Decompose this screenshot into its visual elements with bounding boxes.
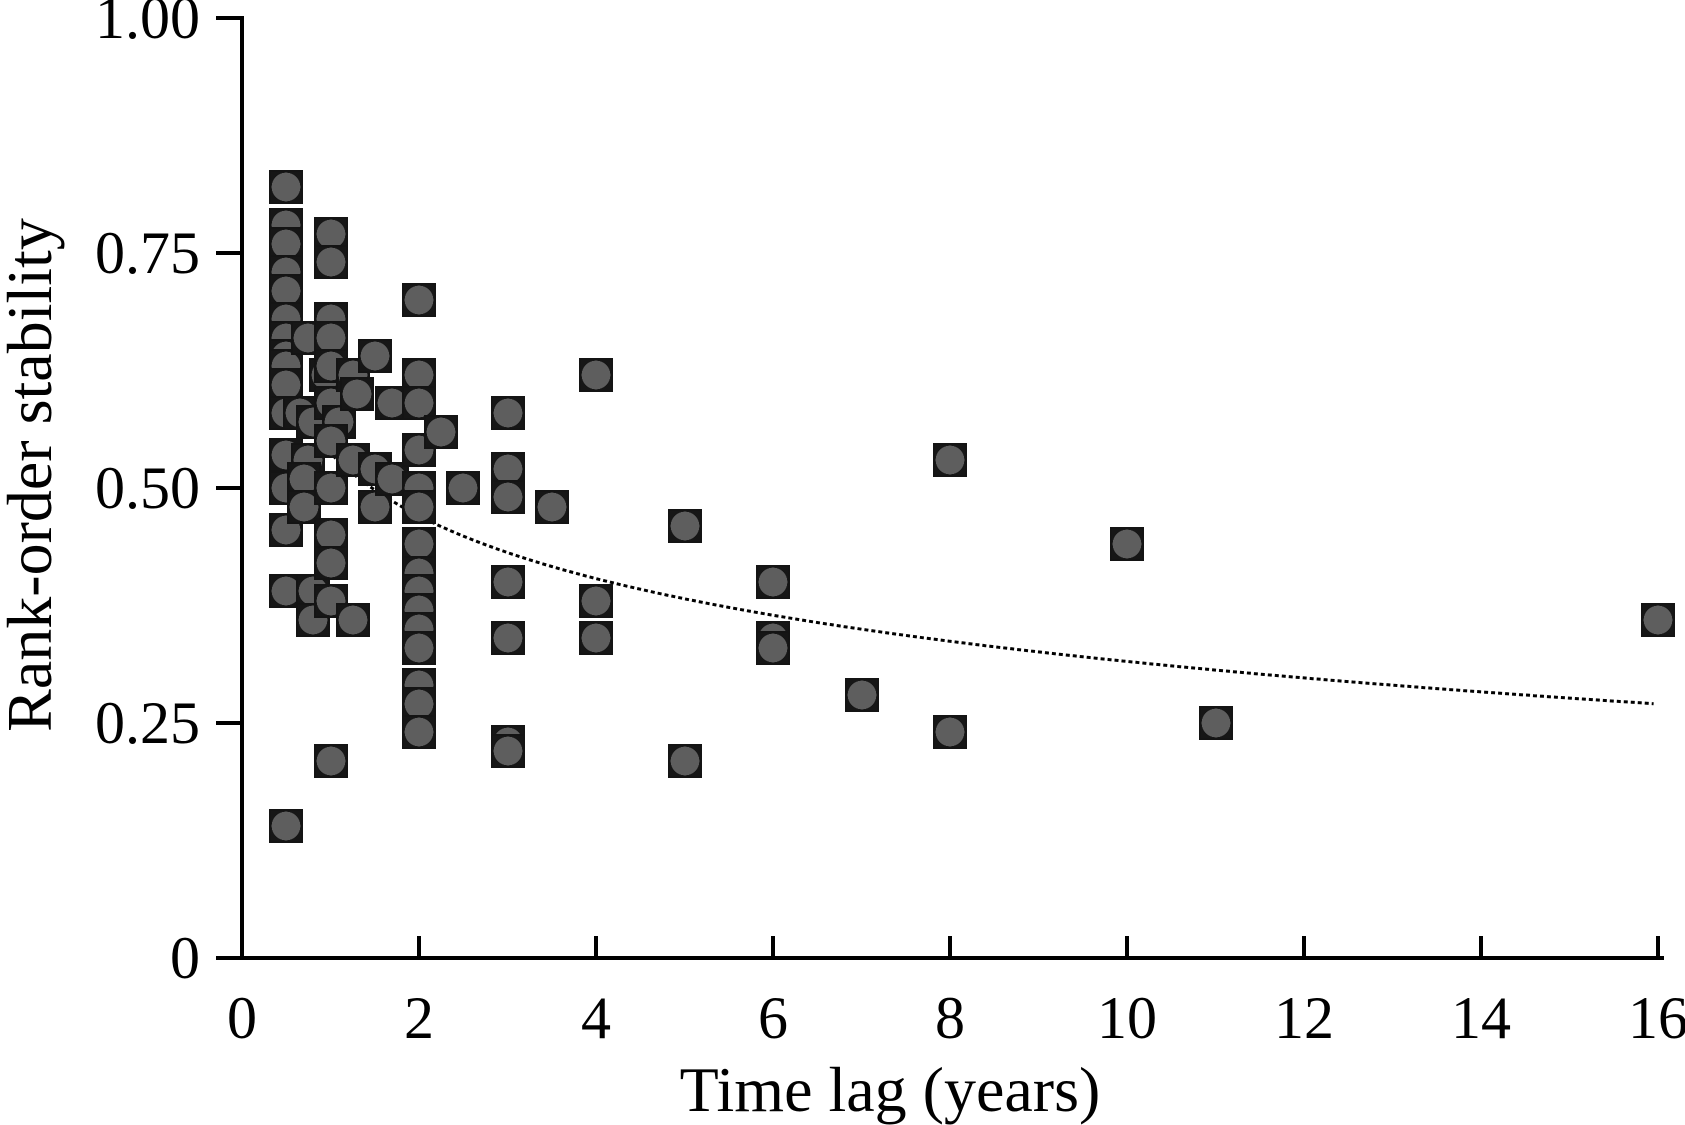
data-point: [579, 583, 613, 618]
data-point: [313, 546, 348, 581]
data-point: [933, 715, 967, 750]
data-point: [1110, 527, 1144, 562]
data-point: [490, 480, 525, 515]
y-tick-label: 0: [170, 925, 200, 991]
data-point: [269, 170, 304, 205]
data-point: [1641, 602, 1675, 637]
y-tick-mark: [216, 721, 242, 725]
x-tick-label: 6: [758, 985, 788, 1051]
data-point: [402, 283, 436, 317]
data-point: [490, 395, 525, 430]
y-tick-label: 1.00: [95, 0, 200, 51]
x-tick-label: 8: [935, 985, 965, 1051]
data-point: [313, 743, 348, 778]
data-point: [756, 630, 790, 665]
data-point: [1198, 706, 1233, 740]
data-point: [402, 630, 436, 665]
y-axis-line: [240, 16, 244, 960]
data-point: [756, 565, 790, 599]
data-point: [357, 339, 392, 374]
x-axis-line: [240, 956, 1664, 960]
data-point: [490, 621, 525, 656]
x-tick-mark: [1302, 936, 1306, 956]
x-tick-label: 10: [1097, 985, 1157, 1051]
data-point: [667, 743, 702, 778]
x-tick-mark: [771, 936, 775, 956]
x-tick-mark: [1125, 936, 1129, 956]
data-point: [313, 471, 348, 505]
data-point: [424, 414, 459, 449]
x-tick-label: 2: [404, 985, 434, 1051]
y-tick-mark: [216, 486, 242, 490]
data-point: [534, 489, 569, 524]
data-point: [933, 442, 967, 477]
x-tick-label: 14: [1451, 985, 1511, 1051]
data-point: [446, 471, 481, 505]
x-tick-label: 4: [581, 985, 611, 1051]
data-point: [490, 565, 525, 599]
x-tick-label: 0: [227, 985, 257, 1051]
data-point: [579, 358, 613, 393]
y-tick-mark: [216, 956, 242, 960]
x-axis-title: Time lag (years): [679, 1054, 1101, 1125]
x-tick-mark: [240, 936, 244, 956]
data-point: [313, 245, 348, 280]
data-point: [313, 424, 348, 458]
y-tick-label: 0.50: [95, 455, 200, 521]
data-point: [269, 809, 304, 844]
x-tick-label: 12: [1274, 985, 1334, 1051]
data-point: [402, 489, 436, 524]
y-tick-label: 0.75: [95, 220, 200, 286]
data-point: [335, 602, 370, 637]
x-tick-mark: [594, 936, 598, 956]
x-tick-mark: [1479, 936, 1483, 956]
x-tick-label: 16: [1628, 985, 1685, 1051]
data-point: [844, 677, 879, 712]
x-tick-mark: [948, 936, 952, 956]
y-tick-label: 0.25: [95, 690, 200, 756]
y-tick-mark: [216, 16, 242, 20]
x-tick-mark: [417, 936, 421, 956]
data-point: [490, 734, 525, 769]
y-tick-mark: [216, 251, 242, 255]
data-point: [340, 377, 375, 411]
data-point: [579, 621, 613, 656]
y-axis-title: Rank-order stability: [0, 218, 65, 732]
data-point: [667, 508, 702, 543]
data-point: [402, 715, 436, 750]
x-tick-mark: [1656, 936, 1660, 956]
